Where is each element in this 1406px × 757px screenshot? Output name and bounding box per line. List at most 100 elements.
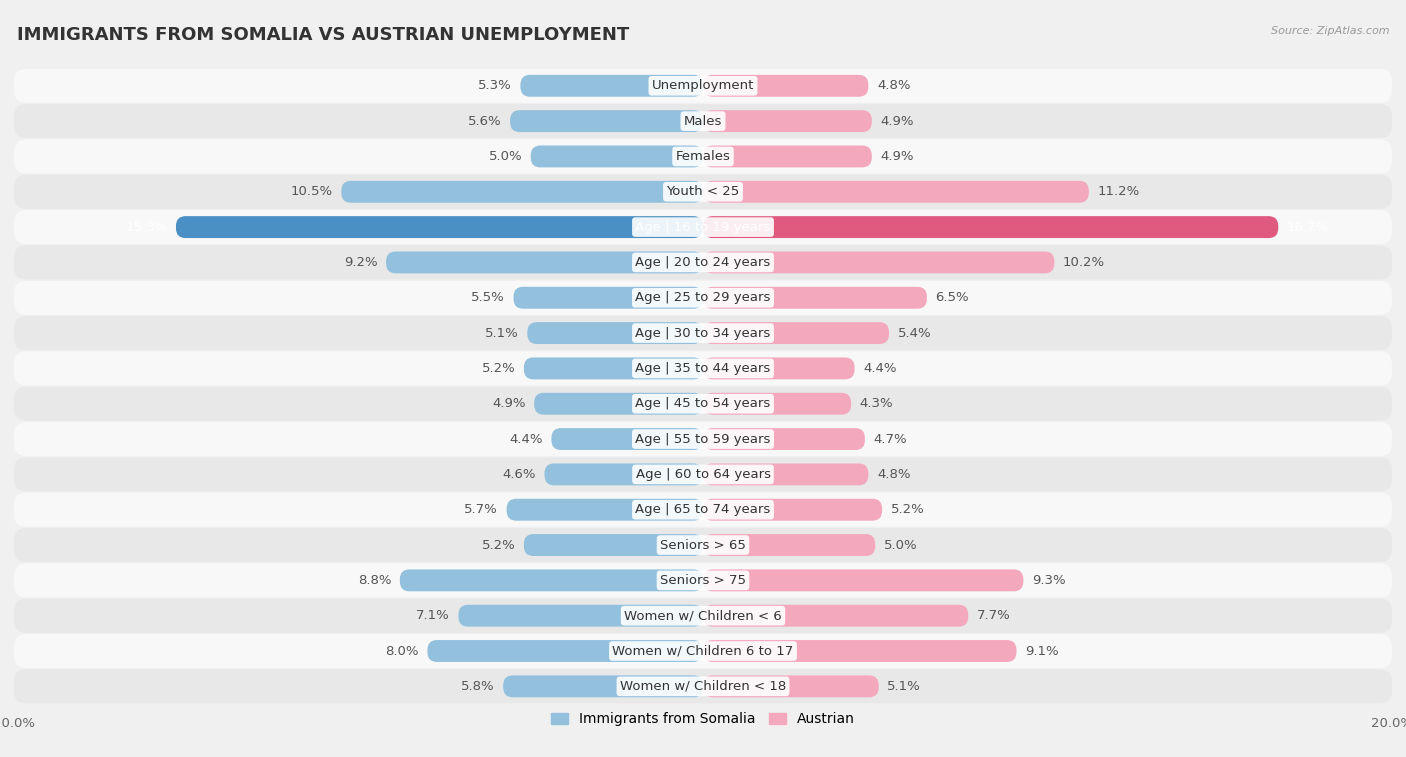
Text: 11.2%: 11.2% [1098, 185, 1140, 198]
Text: 15.3%: 15.3% [125, 220, 167, 234]
FancyBboxPatch shape [513, 287, 703, 309]
FancyBboxPatch shape [14, 669, 1392, 703]
Text: Females: Females [675, 150, 731, 163]
FancyBboxPatch shape [14, 175, 1392, 209]
FancyBboxPatch shape [551, 428, 703, 450]
Text: 5.8%: 5.8% [461, 680, 495, 693]
Text: 9.2%: 9.2% [344, 256, 377, 269]
Text: 7.1%: 7.1% [416, 609, 450, 622]
FancyBboxPatch shape [510, 111, 703, 132]
FancyBboxPatch shape [14, 599, 1392, 633]
FancyBboxPatch shape [703, 640, 1017, 662]
Text: 4.9%: 4.9% [492, 397, 526, 410]
Text: 4.7%: 4.7% [873, 432, 907, 446]
Text: IMMIGRANTS FROM SOMALIA VS AUSTRIAN UNEMPLOYMENT: IMMIGRANTS FROM SOMALIA VS AUSTRIAN UNEM… [17, 26, 628, 45]
Text: 8.8%: 8.8% [357, 574, 391, 587]
Text: Seniors > 65: Seniors > 65 [659, 538, 747, 552]
Text: Women w/ Children < 18: Women w/ Children < 18 [620, 680, 786, 693]
Text: Age | 60 to 64 years: Age | 60 to 64 years [636, 468, 770, 481]
FancyBboxPatch shape [531, 145, 703, 167]
Text: Youth < 25: Youth < 25 [666, 185, 740, 198]
Text: 5.7%: 5.7% [464, 503, 498, 516]
Text: 4.9%: 4.9% [880, 114, 914, 128]
FancyBboxPatch shape [534, 393, 703, 415]
Legend: Immigrants from Somalia, Austrian: Immigrants from Somalia, Austrian [546, 707, 860, 732]
Text: 5.3%: 5.3% [478, 79, 512, 92]
Text: 5.4%: 5.4% [897, 326, 931, 340]
FancyBboxPatch shape [703, 463, 869, 485]
Text: 4.8%: 4.8% [877, 79, 911, 92]
FancyBboxPatch shape [703, 605, 969, 627]
FancyBboxPatch shape [703, 499, 882, 521]
Text: 4.9%: 4.9% [880, 150, 914, 163]
Text: 5.0%: 5.0% [884, 538, 918, 552]
FancyBboxPatch shape [703, 569, 1024, 591]
FancyBboxPatch shape [14, 245, 1392, 279]
FancyBboxPatch shape [703, 111, 872, 132]
Text: 9.1%: 9.1% [1025, 644, 1059, 658]
Text: 5.1%: 5.1% [485, 326, 519, 340]
FancyBboxPatch shape [14, 528, 1392, 562]
Text: Age | 65 to 74 years: Age | 65 to 74 years [636, 503, 770, 516]
FancyBboxPatch shape [427, 640, 703, 662]
Text: 5.1%: 5.1% [887, 680, 921, 693]
FancyBboxPatch shape [703, 287, 927, 309]
FancyBboxPatch shape [703, 251, 1054, 273]
FancyBboxPatch shape [14, 457, 1392, 491]
Text: 5.2%: 5.2% [481, 362, 515, 375]
FancyBboxPatch shape [703, 393, 851, 415]
Text: Age | 25 to 29 years: Age | 25 to 29 years [636, 291, 770, 304]
Text: Seniors > 75: Seniors > 75 [659, 574, 747, 587]
FancyBboxPatch shape [703, 357, 855, 379]
Text: 4.8%: 4.8% [877, 468, 911, 481]
Text: 4.3%: 4.3% [859, 397, 893, 410]
FancyBboxPatch shape [703, 322, 889, 344]
FancyBboxPatch shape [14, 139, 1392, 173]
FancyBboxPatch shape [14, 422, 1392, 456]
FancyBboxPatch shape [14, 563, 1392, 597]
Text: Age | 55 to 59 years: Age | 55 to 59 years [636, 432, 770, 446]
FancyBboxPatch shape [14, 104, 1392, 138]
FancyBboxPatch shape [14, 493, 1392, 527]
FancyBboxPatch shape [520, 75, 703, 97]
Text: Age | 16 to 19 years: Age | 16 to 19 years [636, 220, 770, 234]
Text: Age | 20 to 24 years: Age | 20 to 24 years [636, 256, 770, 269]
Text: 5.6%: 5.6% [468, 114, 502, 128]
FancyBboxPatch shape [544, 463, 703, 485]
Text: Age | 30 to 34 years: Age | 30 to 34 years [636, 326, 770, 340]
FancyBboxPatch shape [458, 605, 703, 627]
Text: 5.2%: 5.2% [891, 503, 925, 516]
FancyBboxPatch shape [703, 181, 1088, 203]
Text: Source: ZipAtlas.com: Source: ZipAtlas.com [1271, 26, 1389, 36]
Text: 4.4%: 4.4% [509, 432, 543, 446]
Text: 7.7%: 7.7% [977, 609, 1011, 622]
FancyBboxPatch shape [399, 569, 703, 591]
Text: 8.0%: 8.0% [385, 644, 419, 658]
FancyBboxPatch shape [503, 675, 703, 697]
FancyBboxPatch shape [14, 210, 1392, 244]
Text: Males: Males [683, 114, 723, 128]
Text: Age | 45 to 54 years: Age | 45 to 54 years [636, 397, 770, 410]
Text: 4.6%: 4.6% [502, 468, 536, 481]
Text: Women w/ Children < 6: Women w/ Children < 6 [624, 609, 782, 622]
FancyBboxPatch shape [14, 316, 1392, 350]
FancyBboxPatch shape [524, 534, 703, 556]
FancyBboxPatch shape [703, 428, 865, 450]
Text: Unemployment: Unemployment [652, 79, 754, 92]
Text: Women w/ Children 6 to 17: Women w/ Children 6 to 17 [613, 644, 793, 658]
Text: 4.4%: 4.4% [863, 362, 897, 375]
Text: 9.3%: 9.3% [1032, 574, 1066, 587]
Text: 5.5%: 5.5% [471, 291, 505, 304]
FancyBboxPatch shape [527, 322, 703, 344]
FancyBboxPatch shape [506, 499, 703, 521]
FancyBboxPatch shape [14, 281, 1392, 315]
FancyBboxPatch shape [703, 534, 875, 556]
FancyBboxPatch shape [703, 145, 872, 167]
Text: 5.2%: 5.2% [481, 538, 515, 552]
Text: 16.7%: 16.7% [1286, 220, 1329, 234]
FancyBboxPatch shape [703, 75, 869, 97]
FancyBboxPatch shape [703, 217, 1278, 238]
Text: 10.5%: 10.5% [291, 185, 333, 198]
FancyBboxPatch shape [14, 69, 1392, 103]
Text: 5.0%: 5.0% [488, 150, 522, 163]
